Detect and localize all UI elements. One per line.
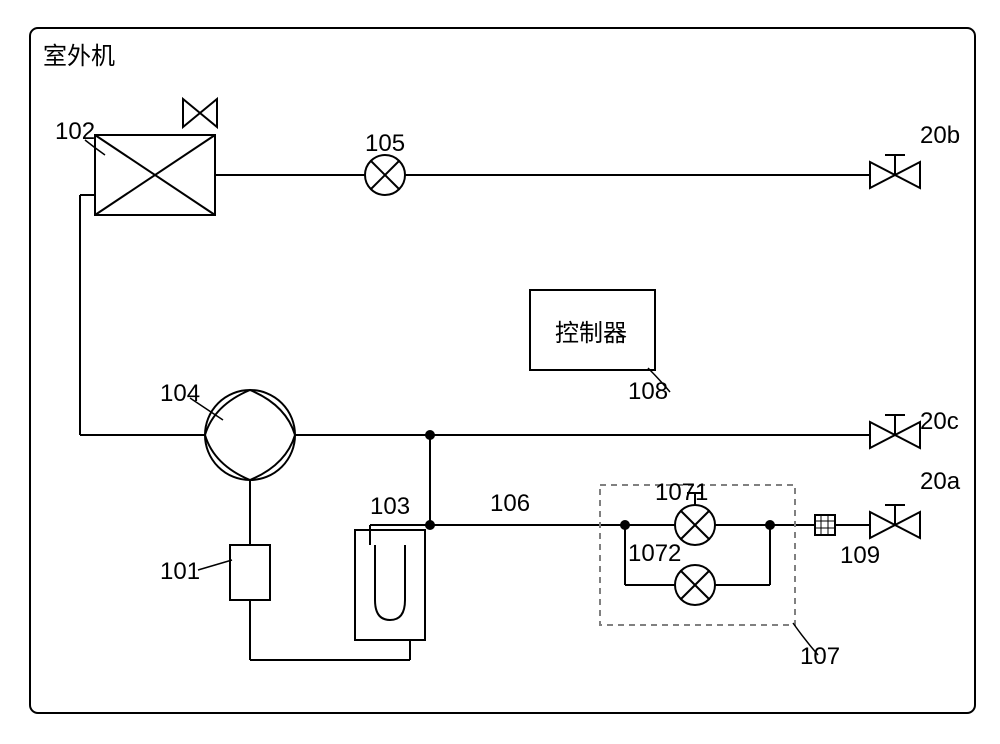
fan-icon xyxy=(183,99,217,127)
accumulator-103-icon xyxy=(355,525,430,640)
label-1071: 1071 xyxy=(655,479,708,507)
schematic-svg xyxy=(0,0,1000,744)
stop-valve-20c-icon xyxy=(870,415,920,448)
leader-101 xyxy=(198,560,232,570)
label-20b: 20b xyxy=(920,122,960,150)
label-108: 108 xyxy=(628,378,668,406)
outer-border xyxy=(30,28,975,713)
title-label: 室外机 xyxy=(43,36,115,71)
label-20a: 20a xyxy=(920,468,960,496)
diagram-canvas: 室外机 102 105 20b 控制器 108 104 20c 106 1071… xyxy=(0,0,1000,744)
controller-label: 控制器 xyxy=(555,313,627,348)
label-20c: 20c xyxy=(920,408,959,436)
label-103: 103 xyxy=(370,493,410,521)
label-106: 106 xyxy=(490,490,530,518)
stop-valve-20b-icon xyxy=(870,155,920,188)
label-109: 109 xyxy=(840,542,880,570)
compressor-101-icon xyxy=(230,545,270,600)
label-102: 102 xyxy=(55,118,95,146)
label-1072: 1072 xyxy=(628,540,681,568)
label-101: 101 xyxy=(160,558,200,586)
label-107: 107 xyxy=(800,643,840,671)
four-way-valve-104-icon xyxy=(205,390,295,480)
filter-109-icon xyxy=(815,515,835,535)
label-104: 104 xyxy=(160,380,200,408)
stop-valve-20a-icon xyxy=(870,505,920,538)
label-105: 105 xyxy=(365,130,405,158)
